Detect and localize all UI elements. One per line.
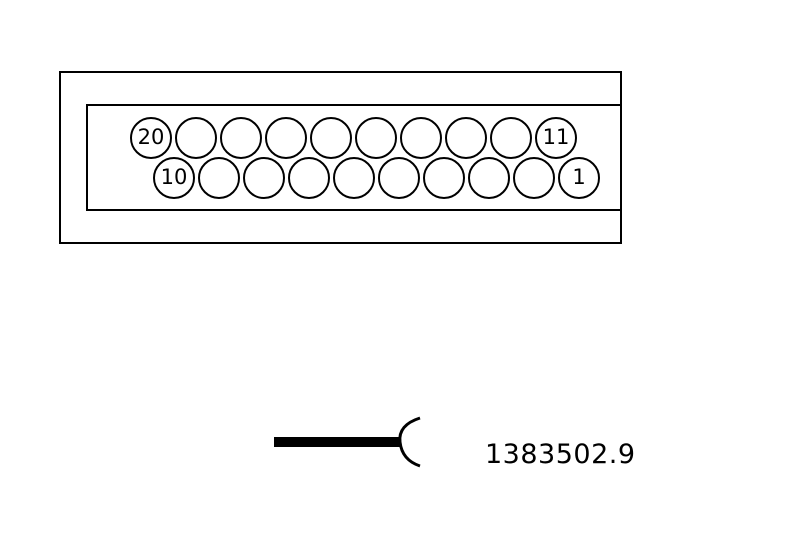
pin-bottom-7 [423, 157, 465, 199]
pin-bottom-1 [153, 157, 195, 199]
connector-clip [398, 416, 421, 468]
harness-connector-symbol [274, 416, 421, 468]
pin-top-10 [535, 117, 577, 159]
reference-number: 1383502.9 [485, 439, 636, 470]
pin-top-4 [265, 117, 307, 159]
pin-top-5 [310, 117, 352, 159]
pin-label-top-right: 11 [543, 125, 570, 149]
pin-row-bottom [153, 157, 600, 199]
pin-bottom-3 [243, 157, 285, 199]
pin-top-6 [355, 117, 397, 159]
pin-top-3 [220, 117, 262, 159]
wire-bar [274, 437, 400, 447]
pin-label-bottom-left: 10 [161, 165, 188, 189]
pin-top-1 [130, 117, 172, 159]
pin-bottom-4 [288, 157, 330, 199]
connector-pin-area [86, 104, 622, 211]
pin-top-2 [175, 117, 217, 159]
pin-bottom-10 [558, 157, 600, 199]
pin-label-top-left: 20 [138, 125, 165, 149]
pin-top-7 [400, 117, 442, 159]
pin-bottom-9 [513, 157, 555, 199]
pin-bottom-8 [468, 157, 510, 199]
pin-bottom-6 [378, 157, 420, 199]
pin-top-9 [490, 117, 532, 159]
pin-row-top [130, 117, 577, 159]
pin-bottom-5 [333, 157, 375, 199]
pin-label-bottom-right: 1 [572, 165, 585, 189]
pin-top-8 [445, 117, 487, 159]
pin-bottom-2 [198, 157, 240, 199]
